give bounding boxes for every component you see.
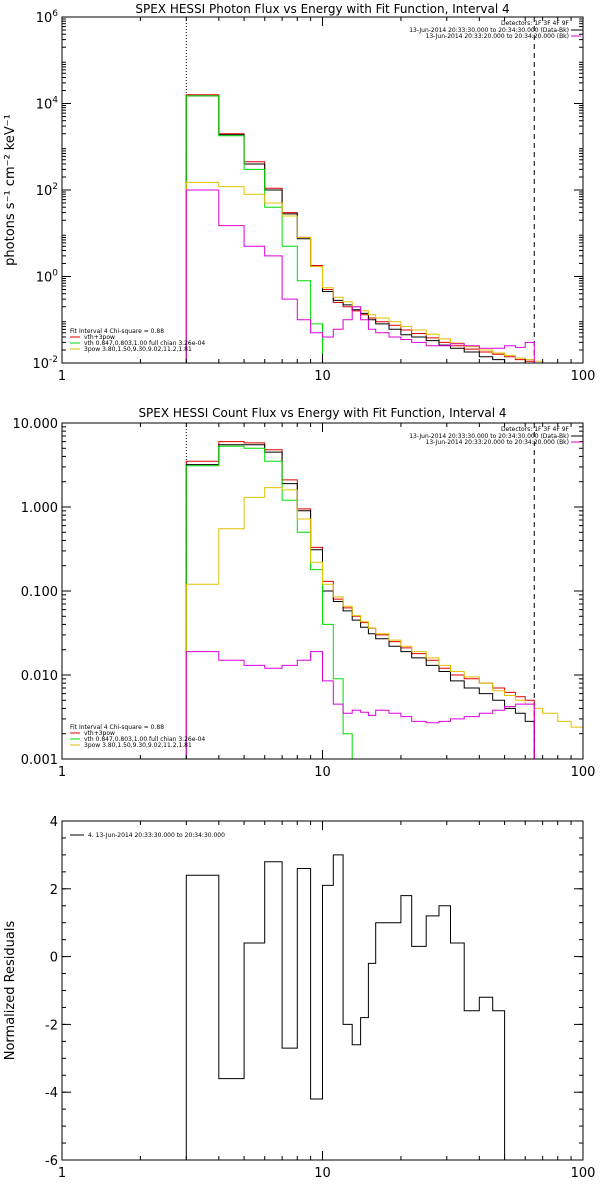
y-tick-label: -6 (45, 1154, 58, 1169)
series-2-line (185, 444, 535, 759)
y-axis-label: Normalized Residuals (3, 921, 18, 1061)
y-tick-base: -6 (45, 1154, 58, 1169)
series-2-line (185, 95, 543, 363)
x-tick-label: 100 (571, 369, 596, 384)
y-tick-label: 102 (36, 182, 58, 199)
y-tick-base: 10 (36, 271, 53, 286)
y-tick-base: -2 (45, 1018, 58, 1033)
y-tick-label: 104 (36, 96, 59, 113)
chart-title: SPEX HESSI Count Flux vs Energy with Fit… (138, 406, 506, 420)
legend-fit-entry: 3pow 3.80,1.50,9.30,9.02,11.2,1.81 (84, 346, 192, 353)
x-tick-label: 1 (58, 1166, 66, 1181)
y-tick-base: 10 (36, 11, 53, 26)
series-3-line (185, 95, 543, 363)
y-tick-label: -4 (45, 1086, 58, 1101)
y-tick-label: 0.100 (21, 585, 58, 600)
y-tick-label: 106 (36, 9, 59, 26)
y-tick-base: 10 (36, 184, 53, 199)
x-tick-label: 1 (58, 765, 66, 780)
legend-top-entry: 13-Jun-2014 20:33:20.000 to 20:34:20.000… (426, 33, 569, 40)
panel-2: SPEX HESSI Count Flux vs Energy with Fit… (13, 406, 596, 780)
y-tick-exponent: 2 (52, 182, 58, 192)
y-tick-exponent: -2 (49, 355, 58, 365)
plot-area (185, 854, 506, 1160)
legend-fit-entry: vth 0.847,0.803,1.00 full chian 3.26e-04 (84, 340, 205, 347)
y-tick-exponent: 6 (52, 9, 58, 19)
y-tick-base: 0.010 (21, 669, 58, 684)
y-tick-base: 1.000 (21, 501, 58, 516)
series-5-line (185, 189, 535, 363)
x-tick-label: 10 (314, 1166, 331, 1181)
x-tick-label: 100 (571, 765, 596, 780)
y-tick-label: 4 (50, 815, 58, 830)
y-tick-label: -2 (45, 1018, 58, 1033)
x-tick-label: 1 (58, 369, 66, 384)
series-4-line (185, 181, 572, 363)
legend-fit-entry: vth+3pow (84, 334, 115, 341)
y-tick-label: 1.000 (21, 501, 58, 516)
y-axis-label: photons s⁻¹ cm⁻² keV⁻¹ (3, 114, 18, 266)
plot-frame (61, 16, 584, 364)
y-tick-base: 10.000 (13, 417, 59, 432)
y-tick-base: 0.001 (21, 753, 58, 768)
y-tick-label: 0.001 (21, 753, 58, 768)
legend-top-entry: 13-Jun-2014 20:33:30.000 to 20:34:30.000… (409, 433, 569, 440)
legend-fit-heading: Fit Interval 4 Chi-square = 0.88 (70, 724, 164, 731)
series-4-line (185, 487, 583, 759)
y-tick-label: 2 (50, 883, 58, 898)
y-tick-exponent: 4 (52, 96, 58, 106)
y-tick-base: 2 (50, 883, 58, 898)
y-tick-base: 10 (32, 357, 49, 372)
panel-3: Normalized Residuals 1 10 100 -6 -4 -2 0 2 4 4. 13… (3, 815, 595, 1181)
plot-area (185, 423, 583, 759)
plot-area (185, 17, 572, 363)
y-tick-base: -4 (45, 1086, 58, 1101)
legend-top-heading: Detectors: 1F 3F 4F 9F (501, 426, 570, 433)
y-tick-label: 100 (36, 269, 59, 286)
x-tick-label: 100 (571, 1166, 596, 1181)
y-tick-exponent: 0 (52, 269, 58, 279)
legend-entry: 4. 13-Jun-2014 20:33:30.000 to 20:34:30.… (88, 832, 225, 839)
y-tick-base: 0 (50, 951, 58, 966)
legend-fit-entry: vth 0.847,0.803,1.00 full chian 3.26e-04 (84, 736, 205, 743)
legend-fit-entry: vth+3pow (84, 730, 115, 737)
y-tick-label: 0.010 (21, 669, 58, 684)
y-tick-base: 10 (36, 98, 53, 113)
series-5-line (185, 651, 535, 759)
x-tick-label: 10 (314, 765, 331, 780)
panel-1: SPEX HESSI Photon Flux vs Energy with Fi… (3, 2, 595, 384)
legend-fit-heading: Fit Interval 4 Chi-square = 0.88 (70, 328, 164, 335)
y-tick-base: 0.100 (21, 585, 58, 600)
legend-fit-entry: 3pow 3.80,1.50,9.30,9.02,11.2,1.81 (84, 742, 192, 749)
legend-top-entry: 13-Jun-2014 20:33:20.000 to 20:34:20.000… (426, 439, 569, 446)
y-tick-label: 10-2 (32, 355, 58, 372)
x-tick-label: 10 (314, 369, 331, 384)
y-tick-base: 4 (50, 815, 58, 830)
legend-top-heading: Detectors: 1F 3F 4F 9F (501, 20, 570, 27)
legend-top-entry: 13-Jun-2014 20:33:30.000 to 20:34:30.000… (409, 27, 569, 34)
y-tick-label: 10.000 (13, 417, 59, 432)
chart-title: SPEX HESSI Photon Flux vs Energy with Fi… (135, 2, 509, 16)
y-tick-label: 0 (50, 951, 58, 966)
series-1-line (185, 854, 506, 1160)
